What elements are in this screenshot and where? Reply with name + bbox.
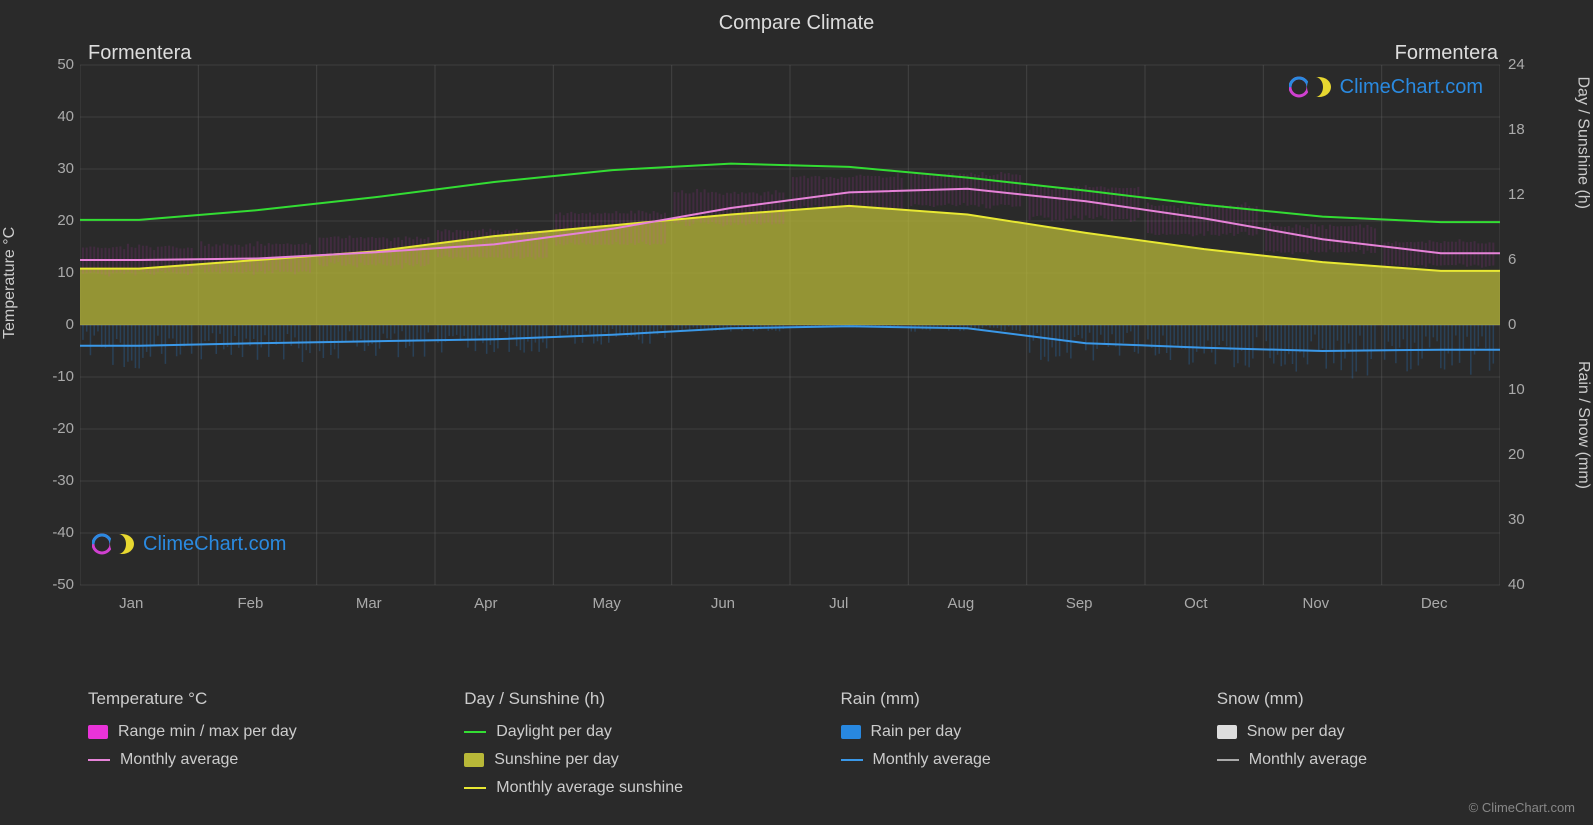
legend-item: Daylight per day (464, 723, 800, 741)
y-tick-right-top: 24 (1508, 56, 1525, 73)
legend-swatch (464, 753, 484, 767)
y-tick-left: -50 (44, 576, 74, 593)
legend-label: Monthly average (1249, 751, 1367, 769)
y-axis-right-top-label: Day / Sunshine (h) (1574, 76, 1592, 209)
legend-label: Monthly average (120, 751, 238, 769)
x-tick-month: Dec (1421, 595, 1448, 612)
legend-item: Monthly average (88, 751, 424, 769)
y-tick-left: 40 (44, 108, 74, 125)
legend-item: Sunshine per day (464, 751, 800, 769)
legend-item: Monthly average (1217, 751, 1553, 769)
x-tick-month: Nov (1303, 595, 1330, 612)
y-tick-right-top: 6 (1508, 251, 1516, 268)
legend-title: Temperature °C (88, 689, 424, 709)
y-tick-left: 20 (44, 212, 74, 229)
y-tick-left: 0 (44, 316, 74, 333)
legend-swatch (88, 725, 108, 739)
y-tick-left: -40 (44, 524, 74, 541)
legend-label: Daylight per day (496, 723, 612, 741)
y-axis-left-label: Temperature °C (1, 227, 19, 339)
legend-col-rain: Rain (mm) Rain per day Monthly average (841, 689, 1177, 807)
y-tick-left: 30 (44, 160, 74, 177)
legend-col-temperature: Temperature °C Range min / max per day Mo… (88, 689, 424, 807)
x-tick-month: Jul (829, 595, 848, 612)
copyright: © ClimeChart.com (1469, 800, 1575, 815)
y-tick-right-bottom: 20 (1508, 446, 1525, 463)
legend-swatch (1217, 725, 1237, 739)
x-tick-month: Sep (1066, 595, 1093, 612)
legend-swatch (1217, 759, 1239, 761)
y-tick-right-bottom: 40 (1508, 576, 1525, 593)
legend-label: Rain per day (871, 723, 962, 741)
y-axis-right-bottom-label: Rain / Snow (mm) (1574, 361, 1592, 489)
legend: Temperature °C Range min / max per day Mo… (88, 689, 1553, 807)
x-tick-month: Jun (711, 595, 735, 612)
chart-title: Compare Climate (719, 12, 875, 35)
y-tick-left: -10 (44, 368, 74, 385)
legend-label: Monthly average (873, 751, 991, 769)
legend-swatch (88, 759, 110, 761)
y-tick-left: -20 (44, 420, 74, 437)
legend-swatch (841, 759, 863, 761)
legend-label: Snow per day (1247, 723, 1345, 741)
legend-title: Rain (mm) (841, 689, 1177, 709)
legend-swatch (464, 787, 486, 789)
y-tick-right-top: 18 (1508, 121, 1525, 138)
legend-swatch (464, 731, 486, 733)
x-tick-month: May (593, 595, 621, 612)
x-tick-month: Mar (356, 595, 382, 612)
y-tick-left: -30 (44, 472, 74, 489)
x-tick-month: Oct (1184, 595, 1207, 612)
chart-svg (80, 35, 1500, 605)
watermark-bottom-left: ClimeChart.com (92, 532, 286, 556)
legend-title: Day / Sunshine (h) (464, 689, 800, 709)
x-tick-month: Jan (119, 595, 143, 612)
x-tick-month: Feb (238, 595, 264, 612)
legend-title: Snow (mm) (1217, 689, 1553, 709)
y-tick-left: 10 (44, 264, 74, 281)
y-tick-right-top: 0 (1508, 316, 1516, 333)
watermark-icon (1289, 75, 1334, 99)
legend-col-snow: Snow (mm) Snow per day Monthly average (1217, 689, 1553, 807)
legend-item: Monthly average sunshine (464, 779, 800, 797)
chart-plot-area (80, 35, 1500, 605)
legend-item: Monthly average (841, 751, 1177, 769)
legend-label: Monthly average sunshine (496, 779, 683, 797)
watermark-top-right: ClimeChart.com (1289, 75, 1483, 99)
y-tick-right-top: 12 (1508, 186, 1525, 203)
y-tick-right-bottom: 10 (1508, 381, 1525, 398)
legend-item: Snow per day (1217, 723, 1553, 741)
legend-label: Sunshine per day (494, 751, 619, 769)
legend-item: Range min / max per day (88, 723, 424, 741)
x-tick-month: Aug (948, 595, 975, 612)
watermark-icon (92, 532, 137, 556)
legend-swatch (841, 725, 861, 739)
legend-item: Rain per day (841, 723, 1177, 741)
legend-col-sunshine: Day / Sunshine (h) Daylight per day Sunsh… (464, 689, 800, 807)
legend-label: Range min / max per day (118, 723, 297, 741)
y-tick-right-bottom: 30 (1508, 511, 1525, 528)
y-tick-left: 50 (44, 56, 74, 73)
x-tick-month: Apr (474, 595, 497, 612)
